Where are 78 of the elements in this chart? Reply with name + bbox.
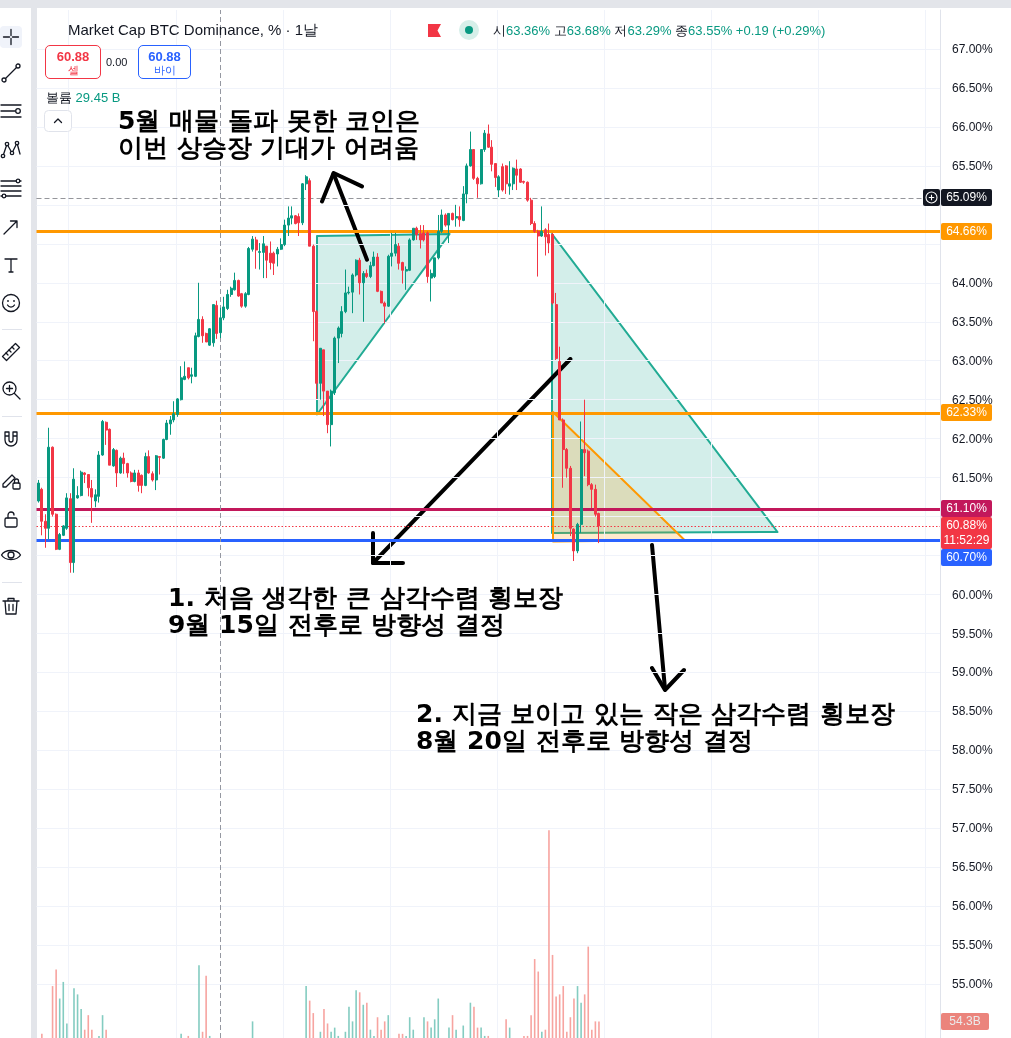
candlestick [144,452,147,487]
y-tick-label: 64.00% [952,275,994,290]
candlestick [451,212,454,221]
annotation: 볼륨 29.45 B [46,90,121,105]
y-tick-label: 60.00% [952,587,994,602]
candlestick [201,315,204,344]
y-tick-label: 57.50% [952,782,994,797]
text: 54.3B [941,1012,989,1030]
candlestick [140,474,143,494]
annotation: 2. 지금 보이고 있는 작은 삼각수렴 횡보장 8월 20일 전후로 방향성 결정 [416,698,896,755]
y-tick-label: 63.00% [952,353,994,368]
candlestick [122,452,125,475]
ref-line-label: 65.09% [941,189,992,207]
annotation: 0.00 [106,56,128,68]
annotation: 60.88 셀 [55,49,91,77]
candlestick [119,456,122,475]
candlestick [255,236,258,270]
price-button: 60.88 바이 [138,45,191,79]
y-tick-label: 57.00% [952,821,994,836]
y-tick-label: 55.00% [952,977,994,992]
candlestick [133,469,136,483]
candlestick [365,269,368,279]
candlestick [508,160,511,196]
candlestick [544,227,547,256]
candlestick [212,304,215,348]
y-tick-label: 62.50% [952,392,994,407]
candlestick [297,212,300,237]
y-tick-label: 62.00% [952,431,994,446]
ref-line-label: 61.10% [941,500,992,518]
candlestick [444,212,447,228]
y-tick-label: 66.50% [952,80,994,95]
annotation: 1. 처음 생각한 큰 삼각수렴 횡보장 9월 15일 전후로 방향성 결정 [168,582,564,639]
candlestick [215,300,218,340]
y-tick-label: 58.50% [952,704,994,719]
candlestick [37,479,40,504]
candlestick [187,367,190,380]
y-tick-label: 55.50% [952,938,994,953]
y-tick-label: 63.50% [952,314,994,329]
candlestick [158,456,161,476]
candlestick [515,159,518,191]
y-tick-label: 56.50% [952,860,994,875]
y-tick-label: 56.00% [952,899,994,914]
ref-line-label: 64.66% [941,222,992,240]
candlestick [419,224,422,249]
y-tick-label: 59.00% [952,665,994,680]
annotation: 60.88 바이 [147,49,182,77]
ref-line-label: 60.70% [941,549,992,567]
ref-line-label: 60.88% 11:52:29 [941,517,992,550]
price-button: 60.88 셀 [45,45,101,79]
candlestick [447,212,450,244]
y-tick-label: 67.00% [952,41,994,56]
candlestick [80,470,83,497]
candlestick [458,205,461,228]
annotation: 5월 매물 돌파 못한 코인은 이번 상승장 기대가 어려움 [118,106,421,162]
candlestick [319,347,322,401]
candlestick [72,467,75,574]
candlestick [501,163,504,193]
y-tick-label: 59.50% [952,626,994,641]
y-tick-label: 61.50% [952,470,994,485]
candlestick [262,235,265,279]
y-tick-label: 65.50% [952,158,994,173]
candlestick [112,447,115,468]
candlestick [358,257,361,295]
text: 시63.36% 고63.68% 저63.29% 종63.55% +0.19 (+0.29%) [493,23,826,38]
candlestick [155,454,158,491]
candlestick [362,270,365,323]
y-tick-label: 58.00% [952,743,994,758]
candlestick [455,204,458,228]
candlestick [115,449,118,488]
candlestick [47,427,50,540]
text: Market Cap BTC Dominance, % · 1날 [68,21,319,40]
candlestick [540,205,543,238]
candlestick [265,245,268,279]
candlestick [497,174,500,198]
y-tick-label: 66.00% [952,119,994,134]
ref-line-label: 62.33% [941,404,992,422]
candlestick [137,469,140,493]
candlestick [505,164,508,195]
